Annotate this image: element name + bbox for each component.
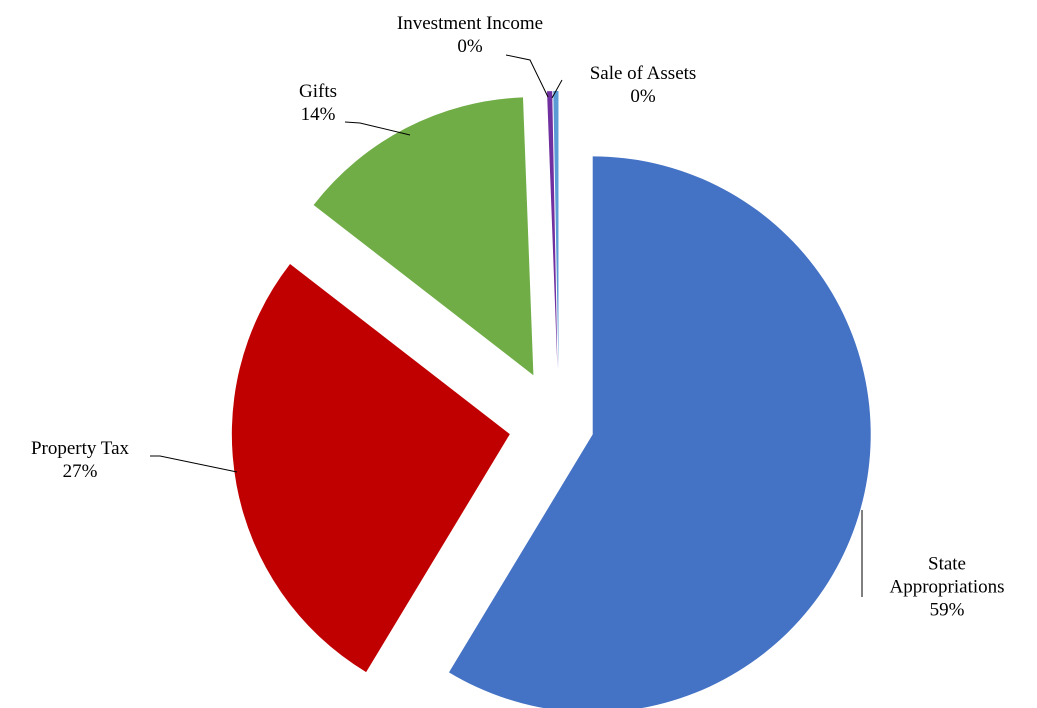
pie-slice: [231, 263, 510, 673]
data-label: Investment Income 0%: [397, 12, 543, 58]
leader-line: [551, 79, 563, 99]
data-label: Property Tax 27%: [31, 437, 129, 483]
category-label: Property Tax: [30, 438, 130, 459]
value-label: 0%: [457, 36, 483, 57]
data-label: Gifts 14%: [299, 80, 337, 126]
value-label: 0%: [630, 86, 656, 107]
pie-slice: [547, 91, 558, 370]
category-label: Gifts: [299, 81, 337, 102]
leader-line: [505, 54, 549, 98]
value-label: 14%: [300, 104, 336, 125]
leader-line: [344, 121, 411, 136]
data-label: State Appropriations 59%: [889, 553, 1004, 622]
pie-slice: [313, 97, 534, 376]
value-label: 59%: [929, 599, 965, 621]
category-label: Sale of Assets: [589, 63, 697, 84]
pie-slice: [553, 91, 559, 370]
value-label: 27%: [62, 461, 98, 482]
category-label: State Appropriations: [889, 553, 1005, 598]
data-label: Sale of Assets 0%: [590, 62, 697, 108]
category-label: Investment Income: [396, 13, 544, 34]
pie-slice: [448, 156, 871, 708]
leader-line: [150, 455, 238, 473]
